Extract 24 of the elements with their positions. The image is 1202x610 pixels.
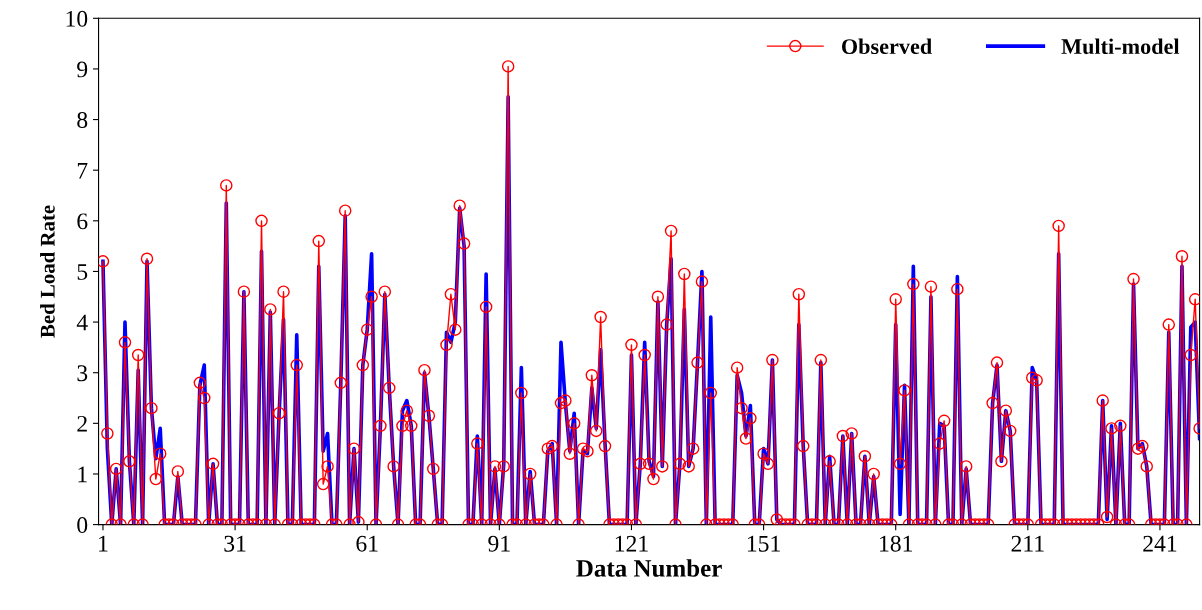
x-tick-label: 211 bbox=[1011, 535, 1044, 552]
y-tick-label: 8 bbox=[77, 112, 88, 128]
y-tick-label: 4 bbox=[76, 314, 88, 331]
x-tick-label: 121 bbox=[615, 535, 648, 552]
x-tick-label: 91 bbox=[488, 535, 510, 552]
y-tick-label: 9 bbox=[77, 61, 88, 78]
y-tick-label: 0 bbox=[77, 517, 88, 534]
legend-label: Observed bbox=[841, 38, 932, 55]
y-tick-label: 6 bbox=[77, 213, 88, 230]
x-tick-label: 181 bbox=[880, 535, 912, 552]
y-tick-label: 3 bbox=[77, 365, 88, 382]
x-tick-label: 61 bbox=[356, 535, 378, 552]
y-tick-label: 2 bbox=[77, 415, 87, 432]
legend-label: Multi-model bbox=[1061, 38, 1180, 55]
x-axis-title: Data Number bbox=[576, 559, 722, 577]
x-tick-label: 241 bbox=[1143, 535, 1177, 552]
x-tick-label: 151 bbox=[747, 535, 780, 552]
y-tick-label: 7 bbox=[77, 162, 88, 179]
x-tick-label: 31 bbox=[224, 535, 246, 552]
x-tick-label: 1 bbox=[99, 535, 108, 552]
y-axis-title: Bed Load Rate bbox=[40, 205, 55, 338]
y-tick-label: 10 bbox=[66, 10, 88, 27]
y-tick-label: 1 bbox=[78, 466, 87, 483]
y-tick-label: 5 bbox=[77, 264, 88, 280]
